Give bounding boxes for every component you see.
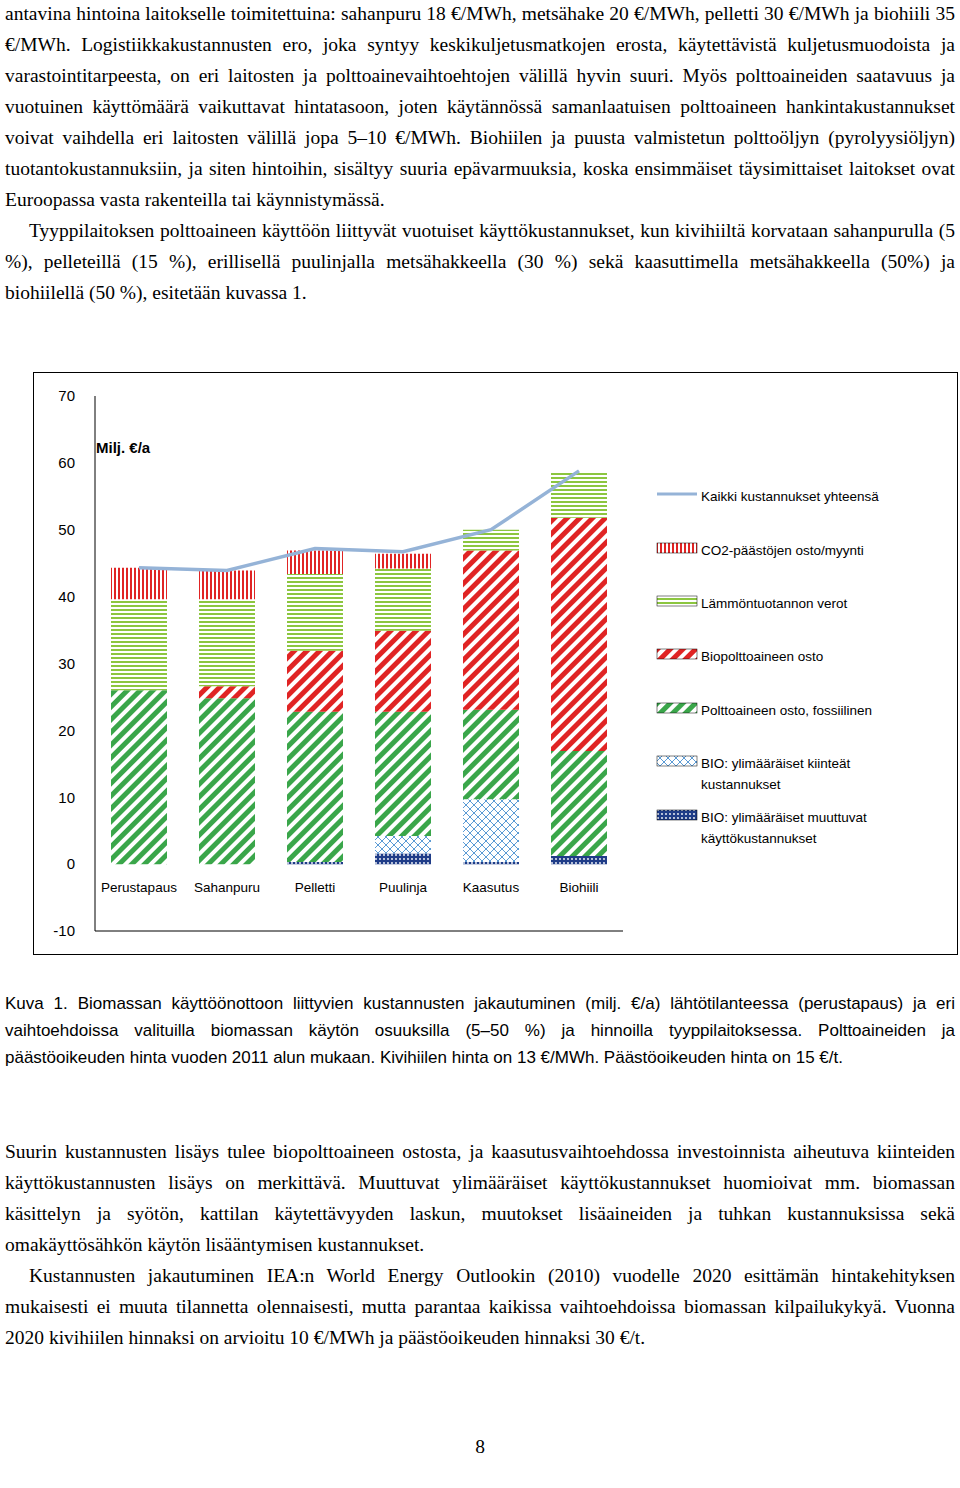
svg-text:Pelletti: Pelletti <box>295 880 336 895</box>
svg-text:40: 40 <box>58 588 75 605</box>
svg-text:-10: -10 <box>53 922 75 939</box>
svg-text:Puulinja: Puulinja <box>379 880 428 895</box>
html-text:Tyyppilaitoksen polttoaineen k: Tyyppilaitoksen polttoaineen käyttöön li… <box>5 220 955 303</box>
html-text:Kuva 1. Biomassan käyttöönotto: Kuva 1. Biomassan käyttöönottoon liittyv… <box>5 994 955 1067</box>
html-text:Biopolttoaineen osto: Biopolttoaineen osto <box>701 649 824 664</box>
svg-text:Sahanpuru: Sahanpuru <box>194 880 260 895</box>
html-text:CO2-päästöjen osto/myynti: CO2-päästöjen osto/myynti <box>701 543 864 558</box>
html-text:Milj. €/a: Milj. €/a <box>96 439 151 456</box>
html-text:Suurin kustannusten lisäys tul: Suurin kustannusten lisäys tulee biopolt… <box>5 1141 955 1255</box>
svg-text:20: 20 <box>58 722 75 739</box>
svg-text:10: 10 <box>58 789 75 806</box>
svg-text:Kaasutus: Kaasutus <box>463 880 520 895</box>
svg-text:30: 30 <box>58 655 75 672</box>
html-text:8: 8 <box>475 1436 485 1457</box>
svg-text:70: 70 <box>58 387 75 404</box>
html-text:Kaikki kustannukset yhteensä: Kaikki kustannukset yhteensä <box>701 489 879 504</box>
svg-text:60: 60 <box>58 454 75 471</box>
html-text:BIO: ylimääräiset muuttuvat kä: BIO: ylimääräiset muuttuvat käyttökustan… <box>701 810 867 846</box>
html-text:Polttoaineen osto, fossiilinen: Polttoaineen osto, fossiilinen <box>701 703 873 718</box>
svg-text:Biohiili: Biohiili <box>559 880 598 895</box>
svg-text:Perustapaus: Perustapaus <box>101 880 177 895</box>
svg-text:50: 50 <box>58 521 75 538</box>
svg-text:0: 0 <box>67 855 75 872</box>
html-text:Lämmöntuotannon verot: Lämmöntuotannon verot <box>701 596 848 611</box>
html-text:BIO: ylimääräiset kiinteät kus: BIO: ylimääräiset kiinteät kustannukset <box>701 756 851 792</box>
html-text:antavina hintoina laitokselle: antavina hintoina laitokselle toimitettu… <box>5 3 955 210</box>
html-text:Kustannusten jakautuminen IEA:: Kustannusten jakautuminen IEA:n World En… <box>5 1265 955 1348</box>
